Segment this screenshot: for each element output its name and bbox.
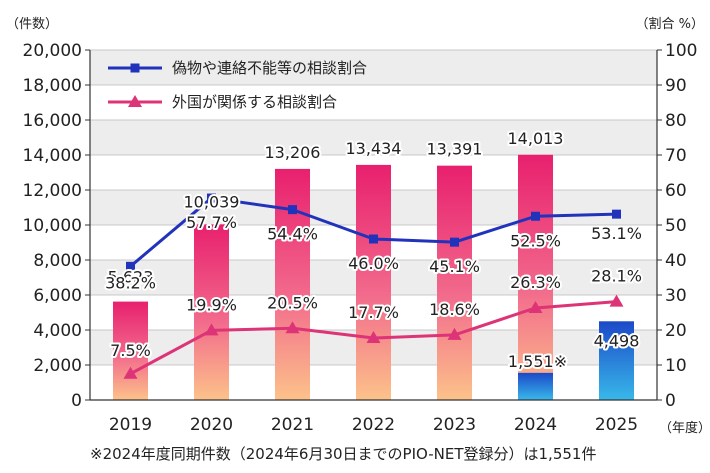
series-2-point: [366, 331, 381, 344]
y-right-tick-label: 100: [665, 41, 697, 61]
series-2-point-label: 26.3%: [510, 273, 561, 292]
series-1-point: [126, 261, 135, 271]
series-1-point: [207, 193, 216, 203]
series-1-point-label: 45.1%: [429, 257, 480, 276]
x-tick-label: 2023: [433, 415, 476, 435]
series-2-point: [528, 300, 543, 313]
x-tick-label: 2022: [352, 415, 395, 435]
y-left-tick-label: 18,000: [23, 76, 82, 96]
series-2-point-label: 28.1%: [591, 267, 642, 286]
x-unit: （年度）: [659, 420, 710, 436]
series-1-point-label: 54.4%: [267, 225, 318, 244]
series-1-point: [288, 205, 297, 215]
bar: [437, 165, 472, 400]
bar-value-label: 10,039: [184, 192, 240, 211]
bar-value-label: 4,498: [594, 331, 640, 350]
bar-value-label: 14,013: [508, 129, 564, 148]
bar-value-label: 5,623: [108, 268, 154, 287]
y-left-tick-label: 4,000: [33, 321, 82, 341]
series-2-point: [447, 327, 462, 340]
series-1-point-label: 46.0%: [348, 254, 399, 273]
bar-value-label: 13,206: [265, 143, 321, 162]
series-2-point-label: 20.5%: [267, 293, 318, 312]
y-right-tick-label: 90: [665, 76, 687, 96]
bar: [275, 168, 310, 400]
series-1-point-label: 38.2%: [105, 273, 156, 292]
y-left-tick-label: 10,000: [23, 216, 82, 236]
chart: 5,623 10,039 13,206 13,434 13,391 14,013 4,498…: [6, 16, 710, 436]
y-left-tick-label: 20,000: [23, 41, 82, 61]
series-2-point: [204, 323, 219, 336]
bar-2024-same-period-label: 1,551※: [508, 352, 567, 371]
grid-band: [90, 50, 657, 85]
bar: [599, 321, 634, 400]
bar: [518, 154, 553, 400]
bar-2024-same-period: [518, 372, 553, 400]
data-labels: 5,623 10,039 13,206 13,434 13,391 14,013 4,498…: [103, 127, 644, 373]
y-right-tick-label: 30: [665, 286, 687, 306]
series-2-point: [609, 294, 624, 307]
y-right-tick-label: 40: [665, 251, 687, 271]
series-2-point-label: 18.6%: [429, 300, 480, 319]
y-left-tick-label: 6,000: [33, 286, 82, 306]
y-left-unit: （件数）: [6, 17, 58, 32]
y-right-tick-label: 20: [665, 321, 687, 341]
bar: [356, 164, 391, 400]
bar-value-label: 13,391: [427, 140, 483, 159]
grid-band: [90, 120, 657, 155]
series-1-point-label: 53.1%: [591, 224, 642, 243]
axes: 0 2,000 4,000 6,000 8,000 10,000 12,000 14,000 1…: [6, 16, 710, 436]
y-right-tick-label: 80: [665, 111, 687, 131]
y-right-tick-label: 10: [665, 356, 687, 376]
x-tick-label: 2019: [109, 415, 152, 435]
y-right-unit: （割合 %）: [636, 16, 705, 32]
series-1-point-label: 57.7%: [186, 213, 237, 232]
series-1-point: [612, 209, 621, 219]
series-1-point: [531, 211, 540, 221]
legend-swatch-marker: [130, 63, 140, 73]
series-1-point: [369, 234, 378, 244]
series-1-point-label: 52.5%: [510, 231, 561, 250]
series-2-point-label: 7.5%: [110, 341, 151, 360]
series-2-point: [285, 321, 300, 334]
x-tick-label: 2024: [514, 415, 557, 435]
y-left-tick-label: 0: [71, 391, 82, 411]
legend-label: 偽物や連絡不能等の相談割合: [172, 59, 367, 77]
bar-value-label: 13,434: [346, 139, 402, 158]
y-right-tick-label: 0: [665, 391, 676, 411]
legend-label: 外国が関係する相談割合: [172, 93, 337, 111]
series-2-point: [123, 366, 138, 379]
series-2-point-label: 17.7%: [348, 303, 399, 322]
bar: [194, 224, 229, 400]
x-tick-label: 2021: [271, 415, 314, 435]
series-2-point-label: 19.9%: [186, 295, 237, 314]
series-lines: [123, 193, 624, 379]
series-1-point: [450, 237, 459, 247]
x-tick-label: 2025: [595, 415, 638, 435]
y-left-tick-label: 14,000: [23, 146, 82, 166]
legend-swatch-marker: [128, 95, 142, 107]
bar: [113, 301, 148, 400]
y-left-tick-label: 12,000: [23, 181, 82, 201]
y-right-tick-label: 50: [665, 216, 687, 236]
bars: [113, 154, 634, 400]
y-right-tick-label: 60: [665, 181, 687, 201]
y-left-tick-label: 2,000: [33, 356, 82, 376]
footnote: ※2024年度同期件数（2024年6月30日までのPIO-NET登録分）は1,5…: [90, 445, 597, 463]
x-tick-label: 2020: [190, 415, 233, 435]
y-right-tick-label: 70: [665, 146, 687, 166]
y-left-tick-label: 16,000: [23, 111, 82, 131]
y-left-tick-label: 8,000: [33, 251, 82, 271]
